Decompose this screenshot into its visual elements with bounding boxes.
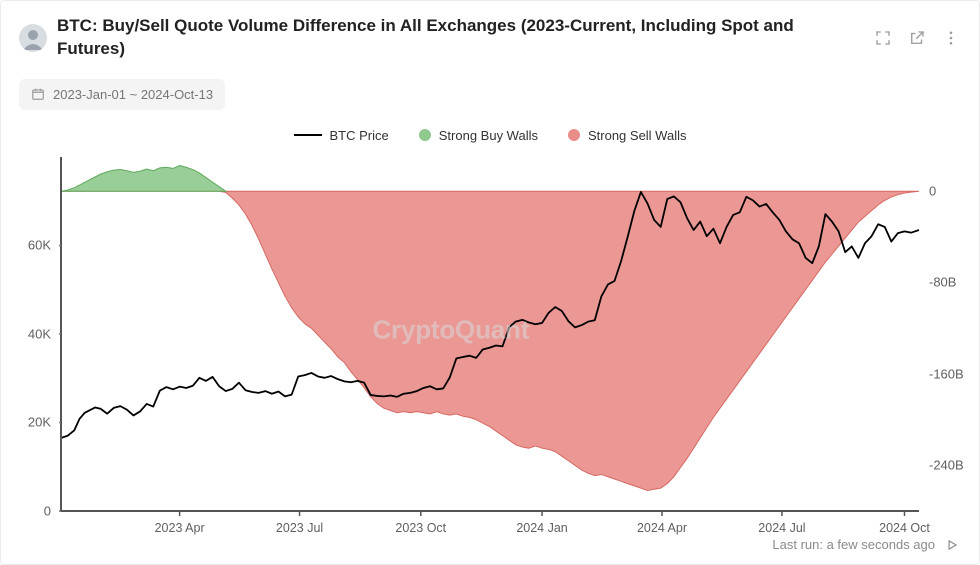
chart-plot-area: CryptoQuant 020K40K60K 0-80B-160B-240B 2…: [59, 151, 921, 517]
last-run-text: Last run: a few seconds ago: [772, 537, 935, 552]
y-right-tick: -160B: [929, 366, 964, 381]
legend-item-buy[interactable]: Strong Buy Walls: [419, 128, 538, 143]
chart-card: BTC: Buy/Sell Quote Volume Difference in…: [0, 0, 980, 565]
fullscreen-icon[interactable]: [873, 28, 893, 48]
x-tick: 2023 Oct: [395, 521, 446, 535]
y-axis-left: 0 20K 40K 60K: [5, 151, 59, 517]
y-axis-right: 0 -80B -160B -240B: [921, 151, 975, 517]
y-right-tick: -240B: [929, 458, 964, 473]
legend-buy-label: Strong Buy Walls: [439, 128, 538, 143]
legend-item-price[interactable]: BTC Price: [294, 128, 389, 143]
legend-item-sell[interactable]: Strong Sell Walls: [568, 128, 687, 143]
play-icon[interactable]: [945, 538, 959, 552]
x-tick: 2023 Apr: [155, 521, 205, 535]
chart-legend: BTC Price Strong Buy Walls Strong Sell W…: [1, 128, 979, 143]
y-right-tick: 0: [929, 184, 936, 199]
x-tick: 2024 Apr: [637, 521, 687, 535]
chart-title: BTC: Buy/Sell Quote Volume Difference in…: [57, 15, 863, 61]
more-icon[interactable]: [941, 28, 961, 48]
x-tick: 2024 Oct: [879, 521, 930, 535]
card-header: BTC: Buy/Sell Quote Volume Difference in…: [1, 1, 979, 73]
card-footer: Last run: a few seconds ago: [772, 537, 959, 552]
header-actions: [873, 28, 961, 48]
x-tick: 2024 Jan: [516, 521, 567, 535]
author-avatar[interactable]: [19, 24, 47, 52]
x-tick: 2024 Jul: [758, 521, 805, 535]
y-left-tick: 0: [44, 503, 51, 518]
legend-price-label: BTC Price: [330, 128, 389, 143]
external-link-icon[interactable]: [907, 28, 927, 48]
legend-sell-label: Strong Sell Walls: [588, 128, 687, 143]
legend-dot-icon: [568, 129, 580, 141]
x-tick: 2023 Jul: [276, 521, 323, 535]
chart-svg: [59, 151, 921, 517]
y-left-tick: 60K: [28, 238, 51, 253]
date-range-pill[interactable]: 2023-Jan-01 ~ 2024-Oct-13: [19, 79, 225, 110]
date-range-text: 2023-Jan-01 ~ 2024-Oct-13: [53, 87, 213, 102]
calendar-icon: [31, 87, 45, 101]
y-left-tick: 20K: [28, 415, 51, 430]
legend-dot-icon: [419, 129, 431, 141]
legend-line-icon: [294, 134, 322, 136]
y-left-tick: 40K: [28, 326, 51, 341]
y-right-tick: -80B: [929, 275, 956, 290]
